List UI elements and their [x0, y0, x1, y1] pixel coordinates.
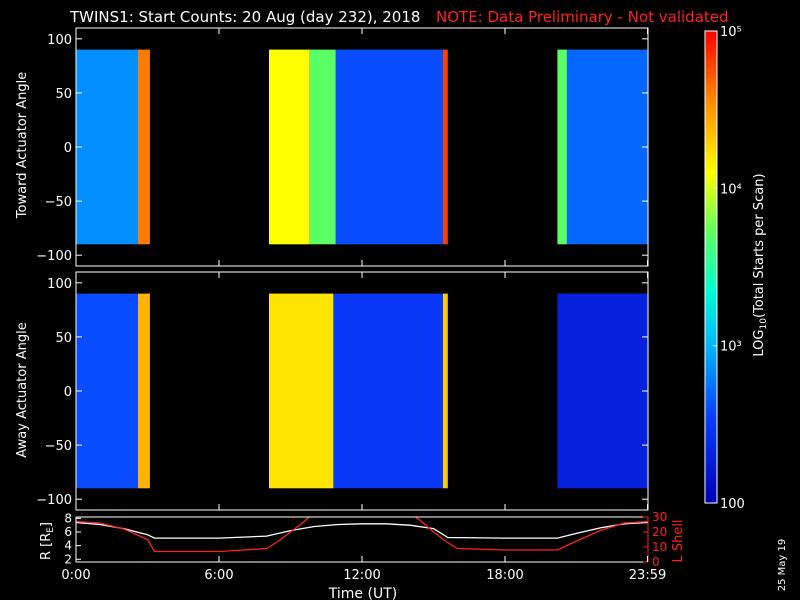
- y2-tick-label: 0: [652, 555, 660, 569]
- date-stamp: 25 May 19: [777, 539, 788, 591]
- y-tick-label: 2: [64, 552, 72, 566]
- lshell-line: [76, 517, 648, 553]
- x-tick-label: 12:00: [343, 568, 380, 583]
- toward-heatmap-panel: −100 −50 0 50 100: [36, 27, 649, 267]
- y-tick-label: 8: [64, 511, 72, 525]
- y-tick-label: −50: [45, 439, 72, 454]
- colorbar-gradient: [704, 30, 718, 504]
- x-tick-label: 18:00: [486, 568, 523, 583]
- chart-title: TWINS1: Start Counts: 20 Aug (day 232), …: [69, 8, 420, 26]
- heatmap-segment: [443, 49, 448, 245]
- y-tick-label: 100: [47, 277, 72, 292]
- y-tick-label: 0: [64, 141, 72, 156]
- heatmap-segment: [269, 293, 334, 489]
- y-tick-label: 50: [55, 331, 72, 346]
- ylabel-away: Away Actuator Angle: [15, 322, 30, 457]
- heatmap-segment: [138, 49, 150, 245]
- heatmap-segment: [138, 293, 150, 489]
- ylabel-r: R [RE]: [39, 522, 56, 560]
- line-area: [76, 517, 648, 553]
- x-tick-label: 6:00: [204, 568, 233, 583]
- heatmap-segment: [443, 293, 448, 489]
- y-tick-label: −50: [45, 195, 72, 210]
- y2-tick-label: 10: [652, 540, 667, 554]
- y-tick-label: 6: [64, 525, 72, 539]
- colorbar-tick-label: 100: [720, 497, 745, 512]
- y-tick-label: 50: [55, 87, 72, 102]
- x-tick-label: 0:00: [61, 568, 90, 583]
- colorbar-label: LOG10(Total Starts per Scan): [752, 173, 769, 356]
- colorbar: 100 10³ 10⁴ 10⁵: [704, 25, 745, 512]
- y-tick-label: 0: [64, 385, 72, 400]
- xlabel-time: Time (UT): [328, 586, 397, 600]
- heatmap-segment: [557, 293, 648, 489]
- y2-tick-label: 20: [652, 525, 667, 539]
- heatmap-segment: [567, 49, 648, 245]
- ylabel-lshell: L Shell: [671, 519, 686, 562]
- heatmap-segment: [333, 293, 443, 489]
- y-tick-label: −100: [36, 249, 72, 264]
- colorbar-tick-label: 10⁵: [720, 25, 742, 40]
- heatmap-segment: [557, 49, 567, 245]
- plot-background: [76, 517, 648, 562]
- colorbar-tick-label: 10³: [720, 340, 742, 355]
- y-tick-label: −100: [36, 493, 72, 508]
- away-heatmap-panel: −100 −50 0 50 100: [36, 271, 649, 511]
- heatmap-segment: [76, 293, 138, 489]
- heatmap-segment: [335, 49, 444, 245]
- heatmap-segment: [269, 49, 310, 245]
- y2-tick-label: 30: [652, 510, 667, 524]
- heatmap-segment: [76, 49, 138, 245]
- y-tick-label: 4: [64, 539, 72, 553]
- r-line: [76, 521, 648, 539]
- heatmap-segment: [309, 49, 336, 245]
- x-tick-label: 23:59: [629, 568, 666, 583]
- preliminary-note: NOTE: Data Preliminary - Not validated: [436, 8, 729, 26]
- y-tick-label: 100: [47, 33, 72, 48]
- colorbar-tick-label: 10⁴: [720, 182, 742, 197]
- ylabel-toward: Toward Actuator Angle: [15, 72, 30, 219]
